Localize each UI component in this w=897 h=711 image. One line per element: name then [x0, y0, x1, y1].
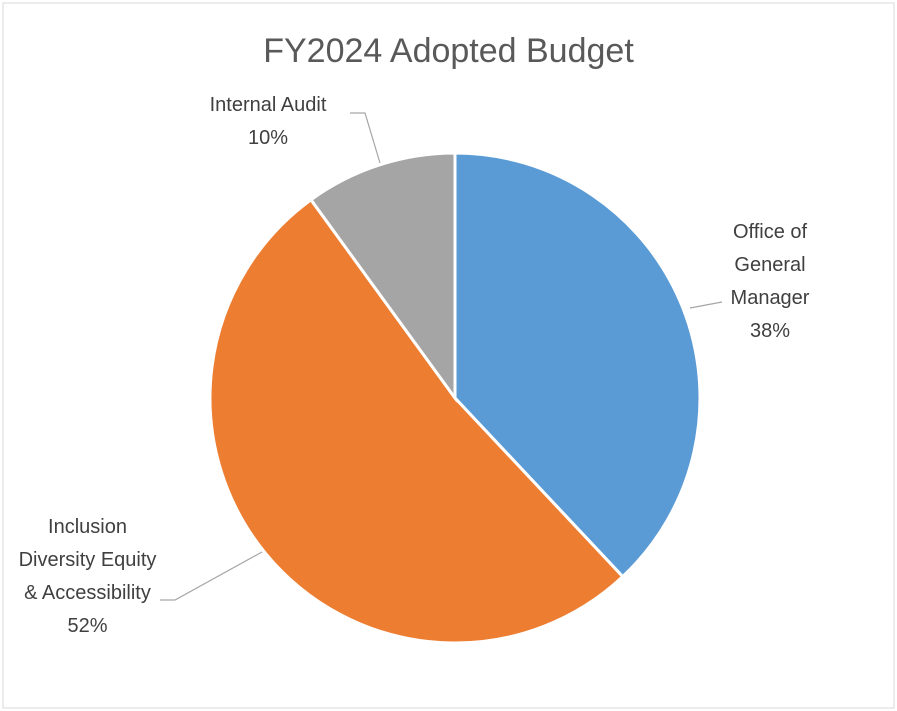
value-label: 10% — [247, 127, 289, 149]
value-label: 52% — [67, 615, 108, 637]
category-label: Office of General Manager — [730, 221, 810, 309]
slice-label: Office of General Manager 38% — [700, 216, 840, 348]
pie-slice — [208, 197, 625, 645]
leader-line — [160, 551, 263, 601]
wedges — [208, 151, 702, 645]
slice-label: Internal Audit 10% — [188, 89, 348, 155]
slice-label: Inclusion Diversity Equity & Accessibili… — [10, 511, 165, 643]
pie-slice — [453, 151, 702, 579]
category-label: Internal Audit — [209, 94, 327, 116]
category-label: Inclusion Diversity Equity & Accessibili… — [18, 516, 157, 604]
value-label: 38% — [749, 320, 791, 342]
leader-line — [350, 112, 381, 164]
leader-line — [689, 301, 723, 309]
chart-title: FY2024 Adopted Budget — [263, 32, 634, 70]
pie-slice — [308, 151, 457, 403]
